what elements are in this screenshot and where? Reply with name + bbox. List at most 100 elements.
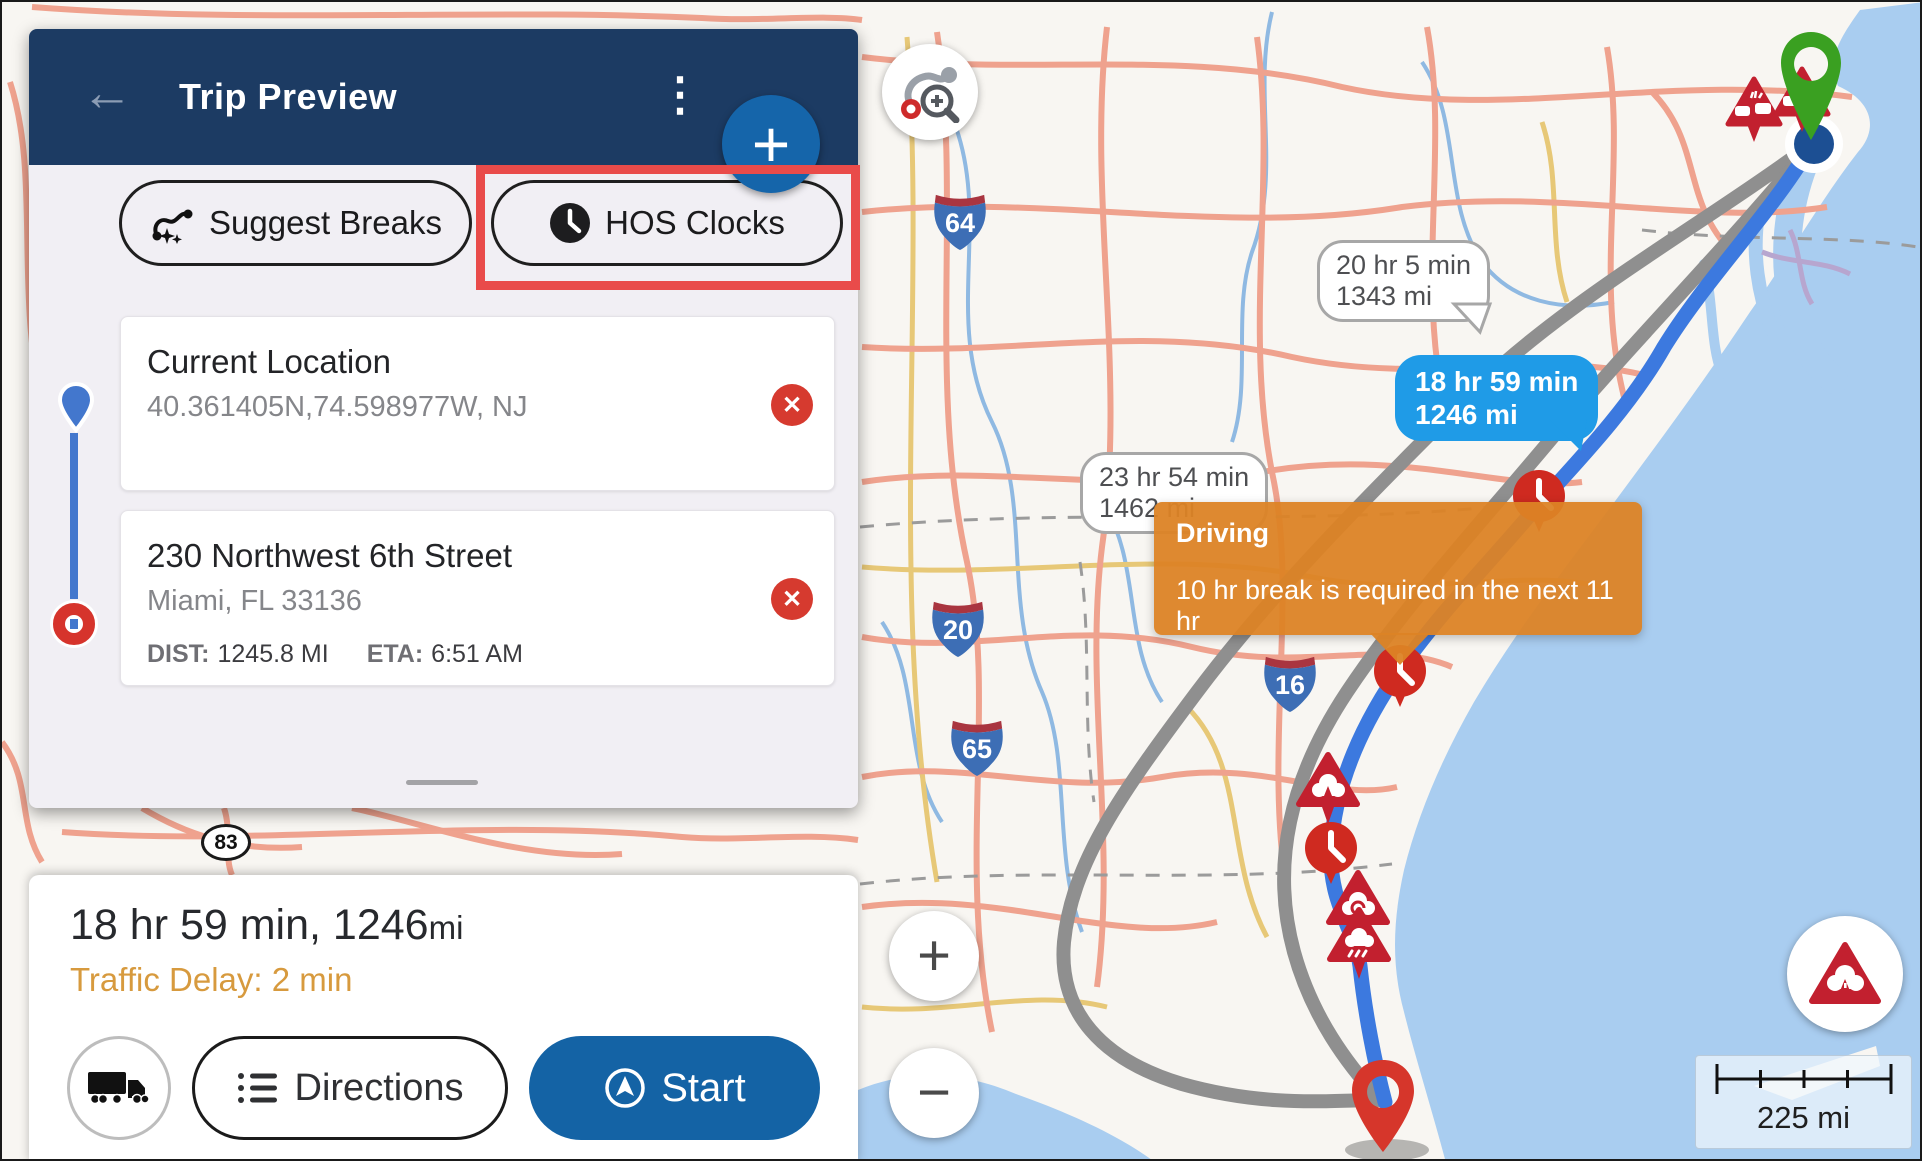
close-icon: ✕ [781, 391, 803, 419]
interstate-shield-65: 65 [948, 718, 1006, 778]
shield-shape-icon [951, 720, 1003, 777]
route-summary-panel: 18 hr 59 min, 1246mi Traffic Delay: 2 mi… [29, 875, 858, 1159]
vehicle-profile-button[interactable] [67, 1036, 171, 1140]
route-distance: 1246 mi [1415, 399, 1518, 430]
weather-alert-icon [1809, 942, 1881, 1004]
red-pin-icon [1352, 1060, 1414, 1152]
clock-marker-icon [1305, 822, 1357, 884]
directions-label: Directions [294, 1066, 464, 1109]
green-pin-icon [1781, 32, 1841, 140]
tooltip-title: Driving [1176, 518, 1270, 548]
tooltip-message: 10 hr break is required in the next 11 h… [1176, 575, 1614, 636]
route-unit: mi [428, 909, 464, 946]
shield-shape-icon [932, 601, 984, 658]
annotation-highlight-box [476, 165, 860, 290]
weather-layer-button[interactable] [1787, 916, 1903, 1032]
list-icon [237, 1073, 277, 1103]
traffic-delay-text: Traffic Delay: 2 min [70, 961, 353, 998]
bubble-tail [1450, 302, 1493, 335]
action-pill-row: Suggest Breaks HOS Clocks [119, 180, 843, 266]
eta-value: 6:51 AM [431, 640, 523, 668]
weather-warning-marker[interactable] [1295, 752, 1361, 833]
tooltip-pointer [1370, 633, 1430, 665]
zoom-in-button[interactable]: + [889, 911, 979, 1001]
pin-shadow [1345, 1139, 1429, 1159]
close-icon: ✕ [781, 585, 803, 613]
timeline-line [70, 433, 78, 599]
interstate-shield-16: 16 [1261, 654, 1319, 714]
route-duration-distance: 18 hr 59 min, 1246 [70, 901, 429, 949]
interstate-shield-20: 20 [929, 599, 987, 659]
zoom-out-button[interactable]: − [889, 1048, 979, 1138]
trip-preview-panel: ← Trip Preview ⋮ Suggest Breaks HOS Cl [29, 29, 858, 808]
route-time: 20 hr 5 min [1336, 250, 1472, 280]
truck-icon [88, 1072, 150, 1105]
stop-subtitle: Miami, FL 33136 [147, 585, 362, 617]
stop-card-origin[interactable]: Current Location 40.361405N,74.598977W, … [120, 316, 835, 491]
shield-shape-icon [1264, 656, 1316, 713]
eta-label: ETA: [366, 640, 424, 668]
stop-meta-row: DIST: 1245.8 MI ETA: 6:51 AM [147, 640, 834, 669]
plus-icon: + [917, 923, 951, 988]
scale-label: 225 mi [1756, 1100, 1851, 1135]
shield-shape-icon [934, 194, 986, 251]
shield-number: 20 [942, 615, 974, 645]
directions-button[interactable]: Directions [192, 1036, 508, 1140]
urban-roads [1761, 228, 1852, 306]
us-route-shield-83: 83 [201, 824, 251, 861]
rain-warning-marker[interactable] [1326, 907, 1392, 988]
page-title: Trip Preview [179, 76, 398, 117]
suggest-breaks-button[interactable]: Suggest Breaks [119, 180, 472, 266]
route-sparkle-icon [152, 209, 193, 244]
timeline-line-tail [70, 619, 78, 629]
overflow-menu-button[interactable]: ⋮ [657, 68, 703, 120]
clock-icon [550, 203, 591, 243]
origin-timeline-pin-icon [57, 381, 95, 433]
dist-label: DIST: [147, 640, 210, 668]
route-distance: 1343 mi [1336, 281, 1433, 311]
hos-clocks-button[interactable]: HOS Clocks [491, 180, 843, 266]
weather-cloud-warning-icon [1296, 752, 1360, 824]
hos-clock-marker[interactable] [1302, 820, 1360, 893]
zoom-to-route-button[interactable] [882, 44, 978, 140]
shield-number: 65 [961, 734, 993, 764]
scale-ruler-icon [1715, 1064, 1892, 1094]
stop-title: 230 Northwest 6th Street [147, 537, 513, 574]
rain-cloud-icon [1327, 907, 1391, 979]
stop-card-destination[interactable]: 230 Northwest 6th Street Miami, FL 33136… [120, 510, 835, 686]
location-dot-icon [1785, 115, 1843, 173]
shield-number: 16 [1274, 670, 1306, 700]
map-scale: 225 mi [1695, 1055, 1912, 1149]
back-button[interactable]: ← [81, 64, 133, 122]
navigation-icon [605, 1068, 645, 1108]
shield-number: 83 [214, 830, 238, 854]
origin-pin [1779, 30, 1843, 147]
stop-title: Current Location [147, 343, 391, 380]
shield-number: 64 [944, 208, 976, 238]
dist-value: 1245.8 MI [217, 640, 329, 668]
route-time: 23 hr 54 min [1099, 462, 1250, 492]
start-label: Start [661, 1065, 746, 1110]
destination-timeline-marker [53, 603, 95, 645]
panel-header: ← Trip Preview ⋮ [29, 29, 858, 165]
destination-pin [1349, 1058, 1417, 1159]
hos-clocks-label: HOS Clocks [605, 204, 785, 241]
route-time: 18 hr 59 min [1415, 366, 1579, 397]
add-stop-button[interactable]: + [722, 95, 820, 193]
remove-stop-button[interactable]: ✕ [771, 384, 813, 426]
traffic-incident-marker[interactable] [1725, 76, 1783, 151]
route-summary-text: 18 hr 59 min, 1246mi [70, 901, 463, 950]
start-navigation-button[interactable]: Start [529, 1036, 820, 1140]
hos-driving-tooltip: Driving 10 hr break is required in the n… [1154, 502, 1642, 636]
interstate-shield-64: 64 [931, 192, 989, 252]
crash-warning-icon [1725, 76, 1783, 142]
panel-drag-handle[interactable] [406, 780, 478, 785]
stop-subtitle: 40.361405N,74.598977W, NJ [147, 391, 528, 423]
current-location-marker [1784, 114, 1844, 179]
minus-icon: − [917, 1060, 951, 1125]
remove-stop-button[interactable]: ✕ [771, 578, 813, 620]
suggest-breaks-label: Suggest Breaks [209, 204, 442, 241]
route-zoom-icon [901, 67, 960, 123]
bubble-tail [1549, 419, 1587, 451]
